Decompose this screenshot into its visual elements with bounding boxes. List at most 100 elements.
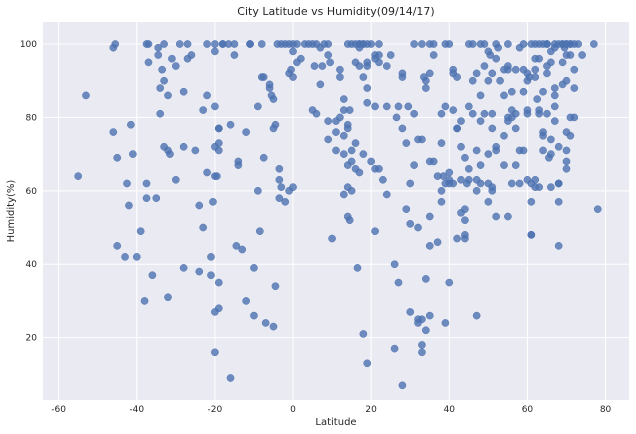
x-tick-label: 60 xyxy=(522,405,534,415)
data-point xyxy=(433,238,442,247)
plot-area xyxy=(43,22,629,400)
data-point xyxy=(418,341,426,349)
data-point xyxy=(347,157,356,166)
data-point xyxy=(132,253,141,261)
data-point xyxy=(547,150,555,158)
data-point xyxy=(562,146,571,155)
data-point xyxy=(277,183,286,191)
data-point xyxy=(449,179,458,188)
data-point xyxy=(461,216,469,225)
data-point xyxy=(214,146,223,155)
data-point xyxy=(519,87,528,96)
data-point xyxy=(375,58,383,67)
data-point xyxy=(367,157,376,166)
data-point xyxy=(410,109,418,118)
data-point xyxy=(550,117,559,125)
data-point xyxy=(129,150,137,158)
data-point xyxy=(531,73,540,81)
data-point xyxy=(535,183,543,191)
data-point xyxy=(271,282,280,291)
data-point xyxy=(480,109,489,118)
data-point xyxy=(441,102,450,111)
data-point xyxy=(531,175,540,184)
data-point xyxy=(127,120,135,129)
y-tick-label: 20 xyxy=(26,334,38,344)
data-point xyxy=(390,344,399,353)
data-point xyxy=(457,117,465,125)
data-point xyxy=(511,109,520,118)
data-point xyxy=(316,80,325,89)
data-point xyxy=(543,40,551,48)
data-point xyxy=(275,194,284,203)
data-point xyxy=(535,54,543,63)
data-point xyxy=(242,297,250,305)
data-point xyxy=(113,153,122,162)
data-point xyxy=(566,131,575,140)
data-point xyxy=(406,308,415,316)
data-point xyxy=(310,62,319,70)
data-point xyxy=(543,109,551,118)
data-point xyxy=(195,267,204,276)
data-point xyxy=(275,175,284,184)
data-point xyxy=(183,40,192,48)
data-point xyxy=(441,319,450,327)
data-point xyxy=(539,131,547,140)
data-point xyxy=(339,131,348,140)
data-point xyxy=(382,190,391,199)
data-point xyxy=(142,179,151,188)
data-point xyxy=(166,150,174,158)
data-point xyxy=(195,201,204,210)
data-point xyxy=(287,65,295,74)
data-point xyxy=(232,242,241,250)
data-point xyxy=(160,40,168,48)
data-point xyxy=(254,102,262,111)
data-point xyxy=(453,124,461,133)
data-point xyxy=(382,62,391,70)
data-point xyxy=(523,106,532,114)
x-tick-label: 80 xyxy=(600,405,612,415)
data-point xyxy=(422,84,430,92)
data-point xyxy=(211,348,219,357)
data-point xyxy=(363,359,372,368)
data-point xyxy=(158,65,167,74)
y-tick-label: 80 xyxy=(26,113,38,123)
data-point xyxy=(398,73,407,81)
data-point xyxy=(257,40,266,48)
data-point xyxy=(535,109,543,118)
data-point xyxy=(445,40,454,48)
data-point xyxy=(533,95,542,103)
data-point xyxy=(488,183,497,191)
data-point xyxy=(269,95,278,103)
data-point xyxy=(351,139,360,147)
data-point xyxy=(242,128,250,136)
data-point xyxy=(355,62,364,70)
data-point xyxy=(394,278,403,287)
data-point xyxy=(547,135,555,144)
data-point xyxy=(562,164,571,173)
data-point xyxy=(422,275,430,283)
data-point xyxy=(439,172,448,180)
data-point xyxy=(265,80,274,89)
data-point xyxy=(418,135,426,144)
data-point xyxy=(271,120,280,129)
data-point xyxy=(144,58,153,67)
data-point xyxy=(142,194,151,203)
data-point xyxy=(148,271,157,280)
data-point xyxy=(445,168,454,177)
data-point xyxy=(511,161,520,169)
chart-title: City Latitude vs Humidity(09/14/17) xyxy=(237,5,434,18)
data-point xyxy=(355,168,364,177)
data-point xyxy=(261,319,270,327)
data-point xyxy=(488,69,497,78)
data-point xyxy=(187,51,196,59)
data-point xyxy=(418,315,426,324)
y-tick-label: 100 xyxy=(20,40,37,50)
data-point xyxy=(461,153,469,162)
x-tick-label: -40 xyxy=(129,405,144,415)
data-point xyxy=(269,322,278,331)
data-point xyxy=(500,91,508,100)
data-point xyxy=(488,124,497,133)
data-point xyxy=(293,40,301,48)
data-point xyxy=(486,51,495,59)
data-point xyxy=(214,124,223,133)
